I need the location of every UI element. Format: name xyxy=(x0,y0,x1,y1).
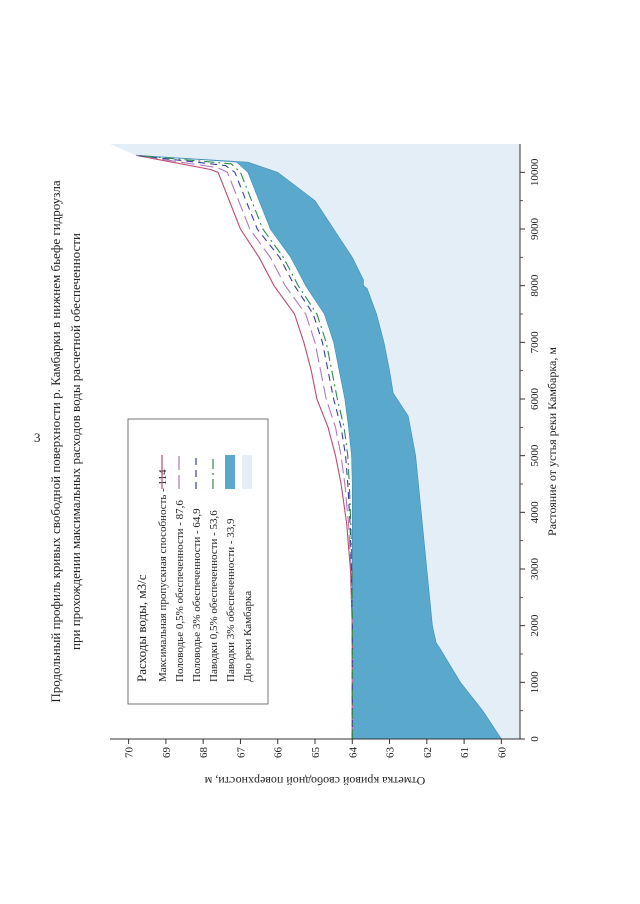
y-tick-label: 67 xyxy=(235,747,247,759)
series-line-3 xyxy=(136,154,353,739)
series-line-4 xyxy=(136,154,353,739)
x-tick-label: 0 xyxy=(529,736,541,742)
water-area-p3-rain xyxy=(136,155,502,740)
x-axis-label: Растояние от устья реки Камбарка, м xyxy=(545,347,559,536)
page-number: 3 xyxy=(34,430,41,445)
rotated-chart-group: Продольный профиль кривых свободной пове… xyxy=(48,144,559,788)
axes: 0 1000 2000 3000 4000 5000 6000 7000 8000 9000 100… xyxy=(110,144,541,758)
x-tick-label: 3000 xyxy=(529,558,541,581)
legend: Расходы воды, м3/с Максимальная пропускна… xyxy=(127,418,269,705)
legend-label: Половодье 3% обеспеченности - 64,9 xyxy=(191,508,203,682)
chart-subtitle: при прохождении максимальных расходов во… xyxy=(68,233,83,650)
legend-label: Паводки 3% обеспеченности - 33,9 xyxy=(225,518,237,682)
legend-label: Паводки 0,5% обеспеченности - 53,6 xyxy=(208,510,220,682)
y-tick-label: 69 xyxy=(161,747,173,759)
y-tick-label: 66 xyxy=(273,747,285,759)
legend-swatch xyxy=(242,455,252,489)
y-tick-label: 64 xyxy=(347,747,359,759)
y-tick-label: 60 xyxy=(496,747,508,759)
y-tick-label: 68 xyxy=(198,747,210,759)
x-tick-label: 8000 xyxy=(529,274,541,297)
legend-box xyxy=(127,418,269,705)
y-tick-label: 65 xyxy=(310,747,322,759)
x-tick-label: 10000 xyxy=(529,158,541,186)
x-tick-label: 1000 xyxy=(529,671,541,694)
x-tick-label: 4000 xyxy=(529,501,541,524)
x-tick-label: 2000 xyxy=(529,614,541,637)
legend-label: Дно реки Камбарка xyxy=(242,591,254,682)
x-tick-label: 6000 xyxy=(529,388,541,411)
chart-title: Продольный профиль кривых свободной пове… xyxy=(48,180,63,703)
y-tick-label: 62 xyxy=(422,747,434,758)
x-tick-label: 9000 xyxy=(529,218,541,241)
y-tick-label: 63 xyxy=(385,747,397,759)
y-tick-label: 61 xyxy=(459,747,471,758)
legend-title: Расходы воды, м3/с xyxy=(134,574,149,682)
legend-swatch xyxy=(225,455,235,489)
x-tick-label: 7000 xyxy=(529,331,541,354)
legend-label: Половодье 0,5% обеспеченности - 87,6 xyxy=(174,500,186,682)
y-tick-label: 70 xyxy=(124,747,136,759)
y-axis-label: Отметка кривой свободной поверхности, м xyxy=(204,774,425,788)
river-bed-area xyxy=(110,144,520,739)
series-line-1 xyxy=(135,154,353,739)
x-tick-label: 5000 xyxy=(529,444,541,467)
legend-label: Максимальная пропускная способность - 11… xyxy=(157,469,169,682)
series-line-2 xyxy=(136,154,353,739)
